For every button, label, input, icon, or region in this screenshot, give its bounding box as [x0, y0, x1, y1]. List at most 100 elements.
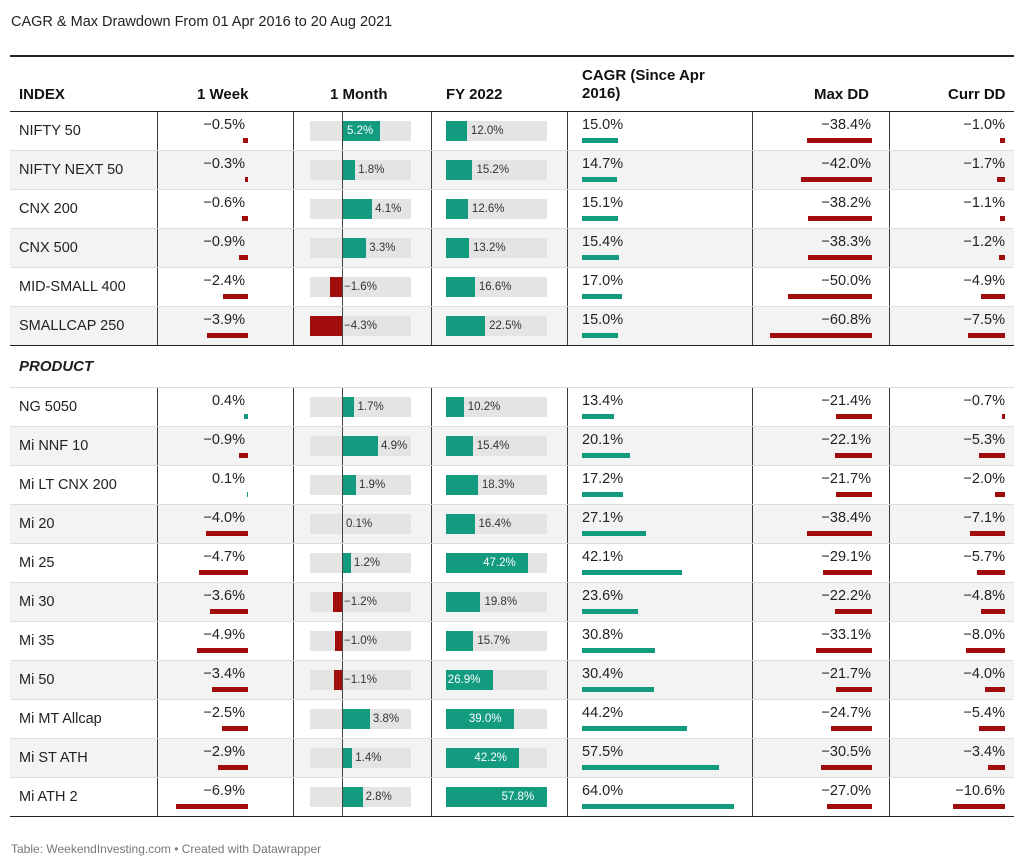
fy-track — [446, 121, 547, 141]
month-zero-axis — [342, 427, 343, 465]
table-row: Mi NNF 10 −0.9% 4.9% 15.4% 20.1% −22.1% −5.3% — [10, 427, 1014, 466]
table-row: CNX 200 −0.6% 4.1% 12.6% 15.1% −38.2% −1.1% — [10, 190, 1014, 229]
max-dd-value: −30.5% — [821, 744, 871, 760]
week-bar — [222, 294, 248, 299]
column-divider — [157, 112, 158, 150]
curr-dd-value: −2.0% — [963, 471, 1005, 487]
column-divider — [567, 190, 568, 228]
curr-dd-bar — [996, 177, 1005, 182]
column-divider — [431, 307, 432, 345]
cagr-bar — [582, 609, 639, 614]
index-name: Mi ATH 2 — [19, 789, 78, 805]
month-value: −1.1% — [344, 674, 377, 686]
week-bar — [243, 414, 248, 419]
fy-bar — [446, 121, 467, 141]
cagr-bar — [582, 294, 623, 299]
fy-value: 13.2% — [472, 242, 506, 254]
month-bar — [342, 436, 378, 456]
fy-value: 39.0% — [468, 713, 502, 725]
fy-bar — [446, 316, 486, 336]
column-divider — [431, 268, 432, 306]
week-bar — [206, 531, 248, 536]
cagr-value: 27.1% — [582, 510, 624, 526]
cagr-value: 15.4% — [582, 234, 624, 250]
column-divider — [157, 661, 158, 699]
cagr-bar — [582, 531, 647, 536]
month-zero-axis — [342, 268, 343, 306]
cagr-value: 15.0% — [582, 117, 624, 133]
week-bar — [238, 453, 248, 458]
cagr-bar — [582, 492, 623, 497]
footer-credit: Table: WeekendInvesting.com • Created wi… — [11, 842, 322, 856]
curr-dd-bar — [1001, 414, 1005, 419]
max-dd-bar — [836, 414, 872, 419]
table-row: NIFTY 50 −0.5% 5.2% 12.0% 15.0% −38.4% −1.0% — [10, 112, 1014, 151]
week-bar — [244, 177, 248, 182]
column-divider — [567, 700, 568, 738]
month-bar — [342, 160, 356, 180]
column-divider — [752, 739, 753, 777]
cagr-value: 15.0% — [582, 312, 624, 328]
month-zero-axis — [342, 544, 343, 582]
max-dd-value: −21.7% — [821, 471, 871, 487]
column-divider — [431, 190, 432, 228]
month-value: −1.0% — [344, 635, 377, 647]
curr-dd-bar — [977, 570, 1005, 575]
max-dd-value: −38.2% — [821, 195, 871, 211]
week-value: −0.6% — [203, 195, 245, 211]
column-divider — [293, 388, 294, 426]
month-value: 2.8% — [365, 791, 392, 803]
cagr-bar — [582, 453, 630, 458]
fy-bar — [446, 787, 547, 807]
column-divider — [889, 307, 890, 345]
max-dd-bar — [826, 804, 872, 809]
week-value: −4.0% — [203, 510, 245, 526]
month-track — [310, 514, 411, 534]
curr-dd-bar — [981, 609, 1005, 614]
cagr-value: 44.2% — [582, 705, 624, 721]
column-divider — [567, 388, 568, 426]
max-dd-bar — [820, 765, 872, 770]
week-bar — [221, 726, 248, 731]
max-dd-bar — [807, 531, 872, 536]
fy-bar — [446, 670, 493, 690]
table-row: Mi 30 −3.6% −1.2% 19.8% 23.6% −22.2% −4.8% — [10, 583, 1014, 622]
week-bar — [238, 255, 248, 260]
curr-dd-bar — [995, 492, 1005, 497]
fy-bar — [446, 631, 474, 651]
week-value: −3.4% — [203, 666, 245, 682]
fy-track — [446, 199, 547, 219]
month-track — [310, 475, 411, 495]
column-divider — [157, 268, 158, 306]
column-divider — [752, 544, 753, 582]
column-divider — [293, 268, 294, 306]
column-divider — [431, 583, 432, 621]
column-divider — [431, 544, 432, 582]
curr-dd-bar — [980, 294, 1005, 299]
max-dd-value: −21.4% — [821, 393, 871, 409]
week-value: −0.9% — [203, 432, 245, 448]
fy-bar — [446, 748, 520, 768]
header-curr-dd: Curr DD — [948, 86, 1006, 103]
column-divider — [567, 427, 568, 465]
table-row: MID-SMALL 400 −2.4% −1.6% 16.6% 17.0% −50.0% −… — [10, 268, 1014, 307]
column-divider — [567, 151, 568, 189]
month-bar — [334, 631, 342, 651]
cagr-value: 57.5% — [582, 744, 624, 760]
index-name: NIFTY NEXT 50 — [19, 162, 124, 178]
header-1-month: 1 Month — [330, 86, 388, 103]
fy-value: 47.2% — [483, 557, 516, 569]
month-bar — [342, 121, 381, 141]
week-bar — [241, 216, 248, 221]
week-bar — [198, 570, 248, 575]
max-dd-value: −22.1% — [821, 432, 871, 448]
cagr-value: 64.0% — [582, 783, 624, 799]
month-value: −4.3% — [344, 320, 377, 332]
fy-value: 57.8% — [501, 791, 535, 803]
curr-dd-value: −0.7% — [963, 393, 1005, 409]
cagr-bar — [582, 414, 614, 419]
curr-dd-bar — [953, 804, 1005, 809]
header-cagr: CAGR (Since Apr 2016) — [582, 67, 705, 102]
column-divider — [889, 151, 890, 189]
column-divider — [431, 739, 432, 777]
